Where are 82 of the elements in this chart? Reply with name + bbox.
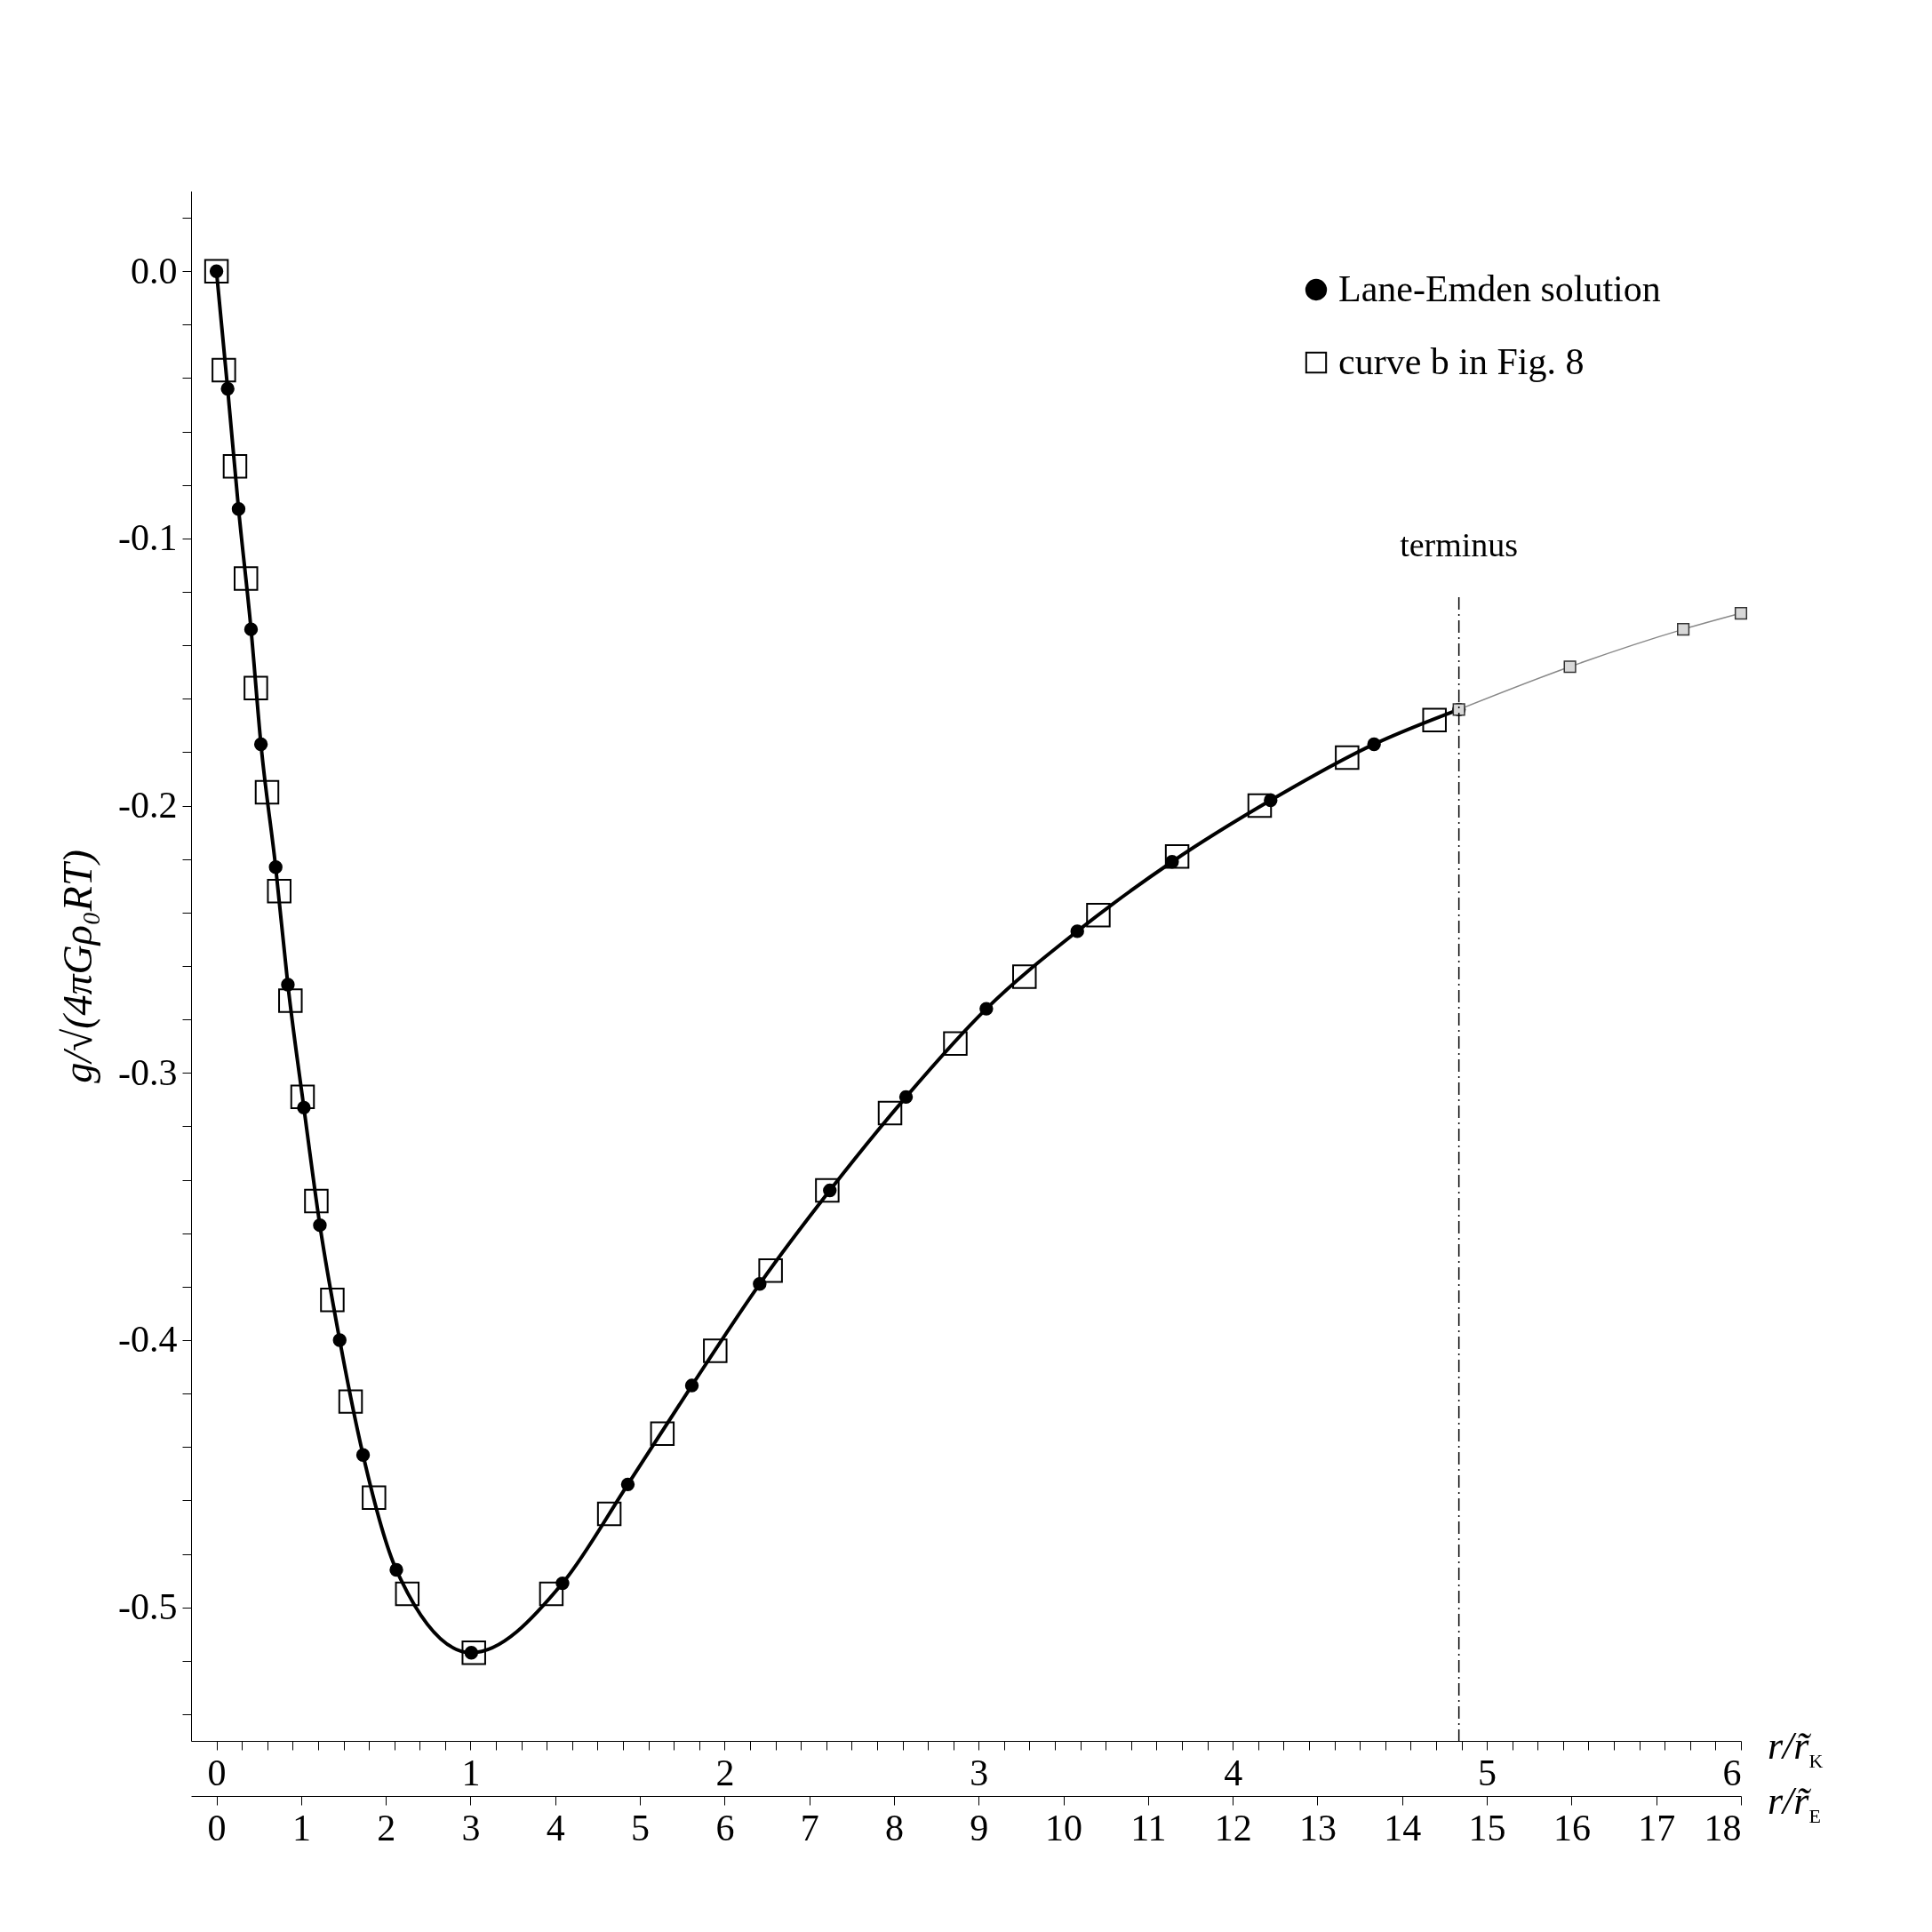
x-tick-label: 5: [1478, 1752, 1497, 1793]
x-axis-title: r/r̃$_{K}$: [1768, 1723, 1824, 1773]
point: [1247, 793, 1273, 818]
x2-tick-label: 8: [884, 1807, 904, 1848]
point: [1070, 924, 1084, 938]
point: [461, 1641, 486, 1665]
x-tick-label: 4: [1224, 1752, 1243, 1793]
point: [1422, 707, 1447, 733]
point: [204, 259, 229, 283]
x2-tick-label: 4: [546, 1807, 565, 1848]
point: [355, 1448, 371, 1462]
x2-tick-label: 0: [207, 1807, 227, 1848]
point: [395, 1581, 420, 1607]
ref-line-label: terminus: [1400, 525, 1519, 563]
point: [758, 1258, 783, 1283]
point: [539, 1581, 564, 1607]
point: [254, 779, 280, 805]
legend-label: curve b in Fig. 8: [1338, 341, 1585, 382]
point: [620, 1477, 635, 1492]
x2-tick-label: 7: [800, 1807, 819, 1848]
point: [1164, 843, 1190, 869]
point: [979, 1002, 994, 1016]
point: [278, 988, 303, 1013]
point: [703, 1338, 728, 1363]
point: [332, 1333, 347, 1347]
point: [267, 879, 291, 904]
point: [220, 381, 235, 396]
y-tick-label: -0.3: [118, 1051, 178, 1093]
point: [313, 1217, 327, 1233]
point: [222, 453, 248, 479]
y-tick-label: -0.2: [118, 785, 178, 826]
point: [943, 1031, 968, 1056]
point: [389, 1562, 403, 1577]
point: [290, 1084, 315, 1110]
legend-label: Lane-Emden solution: [1338, 268, 1661, 309]
y-axis-title: g/√(4πGρ₀RT): [55, 850, 101, 1083]
x-tick-label: 3: [970, 1752, 989, 1793]
x2-tick-label: 1: [291, 1807, 311, 1848]
y-tick-label: -0.1: [118, 517, 178, 559]
x2-tick-label: 3: [461, 1807, 481, 1848]
point: [1367, 737, 1381, 752]
y-tick-label: -0.4: [118, 1319, 178, 1361]
point: [877, 1100, 903, 1126]
point: [320, 1288, 345, 1313]
x2-tick-label: 6: [715, 1807, 735, 1848]
x2-tick-label: 17: [1638, 1807, 1676, 1848]
x-tick-label: 1: [461, 1752, 481, 1793]
x2-axis-title: r/r̃$_{E}$: [1768, 1778, 1821, 1828]
x2-tick-label: 9: [970, 1807, 989, 1848]
x2-tick-label: 14: [1384, 1807, 1422, 1848]
point: [338, 1389, 363, 1414]
point: [231, 502, 246, 516]
x2-tick-label: 13: [1299, 1807, 1337, 1848]
point: [684, 1378, 699, 1393]
x2-tick-label: 2: [377, 1807, 396, 1848]
x2-tick-label: 18: [1704, 1807, 1742, 1848]
point: [234, 566, 259, 591]
x-tick-label: 2: [715, 1752, 735, 1793]
point: [243, 622, 259, 636]
y-tick-label: -0.5: [118, 1586, 178, 1628]
x2-tick-label: 5: [631, 1807, 651, 1848]
point: [1012, 964, 1037, 989]
x2-tick-label: 12: [1214, 1807, 1252, 1848]
y-tick-label: 0.0: [131, 250, 178, 291]
x-tick-label: 6: [1722, 1752, 1742, 1793]
point: [596, 1501, 622, 1527]
x2-tick-label: 16: [1553, 1807, 1591, 1848]
point: [1335, 745, 1360, 770]
point: [243, 675, 268, 701]
point: [1086, 903, 1111, 928]
x2-tick-label: 10: [1045, 1807, 1083, 1848]
x2-tick-label: 11: [1130, 1807, 1167, 1848]
point: [815, 1178, 840, 1203]
point: [212, 357, 236, 383]
point: [253, 737, 268, 752]
point: [304, 1188, 329, 1214]
point: [268, 860, 283, 874]
point: [898, 1090, 914, 1105]
x2-tick-label: 15: [1468, 1807, 1506, 1848]
point: [362, 1485, 387, 1511]
point: [650, 1421, 675, 1446]
x-tick-label: 0: [207, 1752, 227, 1793]
